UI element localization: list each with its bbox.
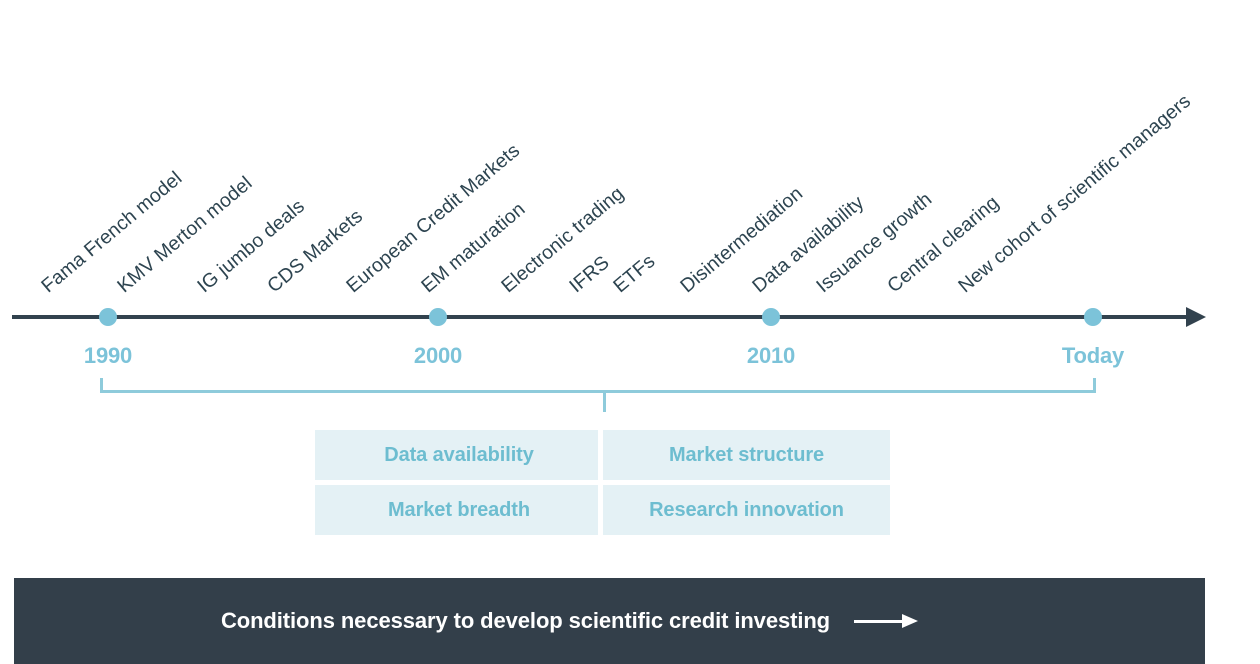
footer-arrow-right-icon bbox=[854, 614, 920, 628]
condition-box: Market structure bbox=[603, 430, 890, 480]
timeline-year-label: 1990 bbox=[83, 343, 133, 368]
timeline-year-label: 2000 bbox=[413, 343, 463, 368]
timeline-arrow-right-icon bbox=[1186, 307, 1206, 327]
timeline-year-label: Today bbox=[1061, 343, 1125, 368]
condition-box: Market breadth bbox=[315, 485, 603, 535]
timeline-axis-line bbox=[12, 315, 1192, 319]
bracket-horizontal-line bbox=[100, 390, 1096, 393]
timeline-year-label: 2010 bbox=[746, 343, 796, 368]
event-label: Issuance growth bbox=[812, 188, 937, 298]
event-label: Fama French model bbox=[37, 167, 187, 298]
event-label: KMV Merton model bbox=[113, 172, 257, 298]
footer-caption: Conditions necessary to develop scientif… bbox=[220, 608, 831, 633]
condition-box: Data availability bbox=[315, 430, 603, 480]
bracket-cap-left bbox=[100, 378, 103, 390]
span-bracket bbox=[100, 378, 1096, 412]
arrow-head bbox=[902, 614, 919, 628]
conditions-grid: Data availability Market structure Market … bbox=[315, 430, 890, 535]
footer-banner: Conditions necessary to develop scientif… bbox=[14, 578, 1205, 664]
event-label: IFRS bbox=[565, 251, 614, 298]
condition-box: Research innovation bbox=[603, 485, 890, 535]
bracket-cap-right bbox=[1093, 378, 1096, 390]
timeline-dot bbox=[762, 308, 780, 326]
bracket-center-stem bbox=[603, 390, 606, 412]
arrow-shaft bbox=[854, 620, 907, 623]
timeline-dot bbox=[429, 308, 447, 326]
timeline-dot bbox=[99, 308, 117, 326]
event-label: Disintermediation bbox=[676, 182, 808, 298]
footer-content: Conditions necessary to develop scientif… bbox=[221, 608, 920, 634]
event-label: ETFs bbox=[609, 250, 660, 298]
timeline-dot bbox=[1084, 308, 1102, 326]
